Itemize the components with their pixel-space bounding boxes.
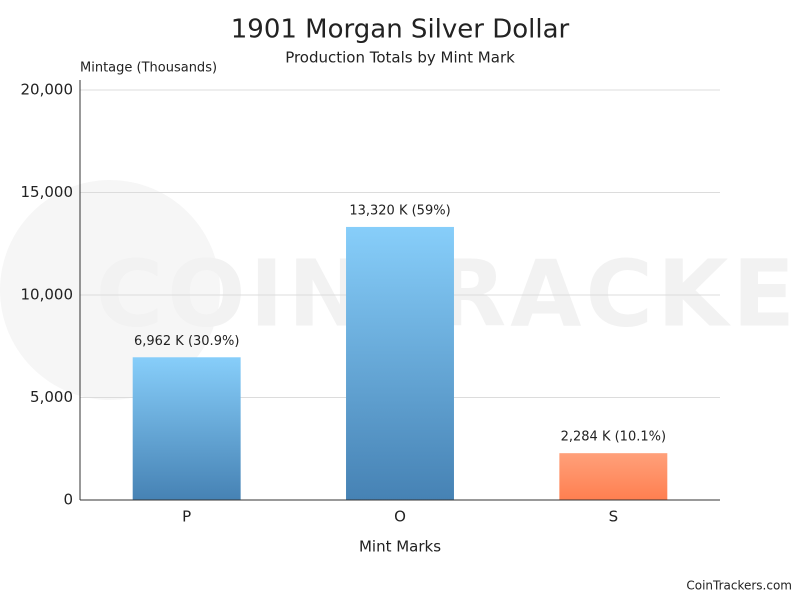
credit: CoinTrackers.com bbox=[686, 579, 792, 593]
y-tick-label: 10,000 bbox=[21, 286, 74, 304]
y-tick-label: 20,000 bbox=[21, 81, 74, 99]
x-tick-label: O bbox=[394, 508, 406, 526]
y-tick-label: 0 bbox=[63, 491, 73, 509]
data-label: 13,320 K (59%) bbox=[349, 203, 450, 218]
data-label: 6,962 K (30.9%) bbox=[134, 334, 239, 349]
x-axis-label: Mint Marks bbox=[359, 538, 441, 556]
bar bbox=[132, 357, 241, 500]
chart-title: 1901 Morgan Silver Dollar bbox=[231, 15, 570, 45]
y-tick-label: 5,000 bbox=[30, 388, 73, 406]
data-label: 2,284 K (10.1%) bbox=[561, 430, 666, 445]
watermark-logo bbox=[0, 180, 220, 400]
bar bbox=[346, 226, 454, 500]
y-tick-label: 15,000 bbox=[21, 183, 74, 201]
bar bbox=[559, 453, 668, 500]
x-tick-label: P bbox=[182, 508, 191, 526]
y-axis-label: Mintage (Thousands) bbox=[80, 61, 217, 76]
chart-subtitle: Production Totals by Mint Mark bbox=[285, 49, 515, 67]
x-tick-label: S bbox=[609, 508, 619, 526]
